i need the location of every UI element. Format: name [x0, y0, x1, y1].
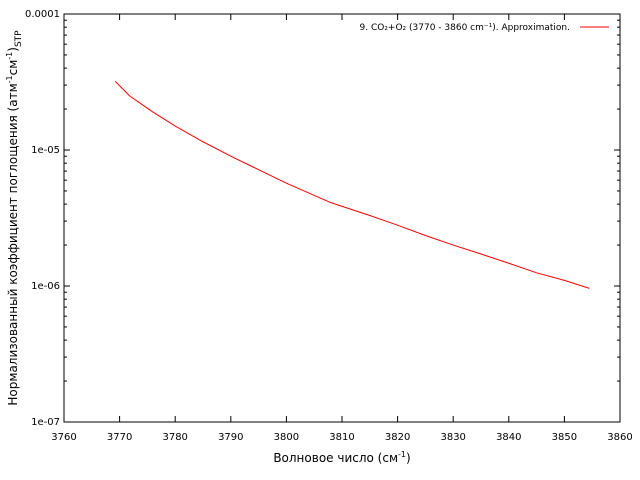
- x-tick-label: 3780: [162, 432, 187, 443]
- y-tick-label: 1e-05: [31, 145, 60, 156]
- y-axis-ticks: 1e-07 1e-06 1e-05 0.0001: [25, 9, 620, 428]
- x-tick-label: 3800: [274, 432, 299, 443]
- y-tick-label: 0.0001: [25, 9, 60, 20]
- x-tick-label: 3850: [552, 432, 577, 443]
- legend-label: 9. CO₂+O₂ (3770 - 3860 cm⁻¹). Approximat…: [360, 23, 571, 33]
- x-tick-label: 3790: [218, 432, 243, 443]
- y-tick-label: 1e-07: [31, 417, 60, 428]
- y-tick-label: 1e-06: [31, 281, 60, 292]
- x-tick-label: 3840: [496, 432, 521, 443]
- x-tick-label: 3860: [607, 432, 632, 443]
- x-axis-label: Волновое число (см-1): [273, 450, 410, 465]
- x-tick-label: 3770: [107, 432, 132, 443]
- x-tick-label: 3830: [440, 432, 465, 443]
- series-line-0: [114, 80, 590, 289]
- series-layer: [114, 80, 590, 289]
- x-tick-label: 3760: [51, 432, 76, 443]
- plot-area: [63, 13, 621, 423]
- y-axis-label: Нормализованный коэффициент поглощения (…: [5, 30, 24, 406]
- x-tick-label: 3810: [329, 432, 354, 443]
- x-tick-label: 3820: [385, 432, 410, 443]
- x-axis-ticks: 3760 3770 3780 3790 3800 3810 3820 3830 3840 3850…: [51, 14, 633, 443]
- legend: 9. CO₂+O₂ (3770 - 3860 cm⁻¹). Approximat…: [360, 23, 609, 33]
